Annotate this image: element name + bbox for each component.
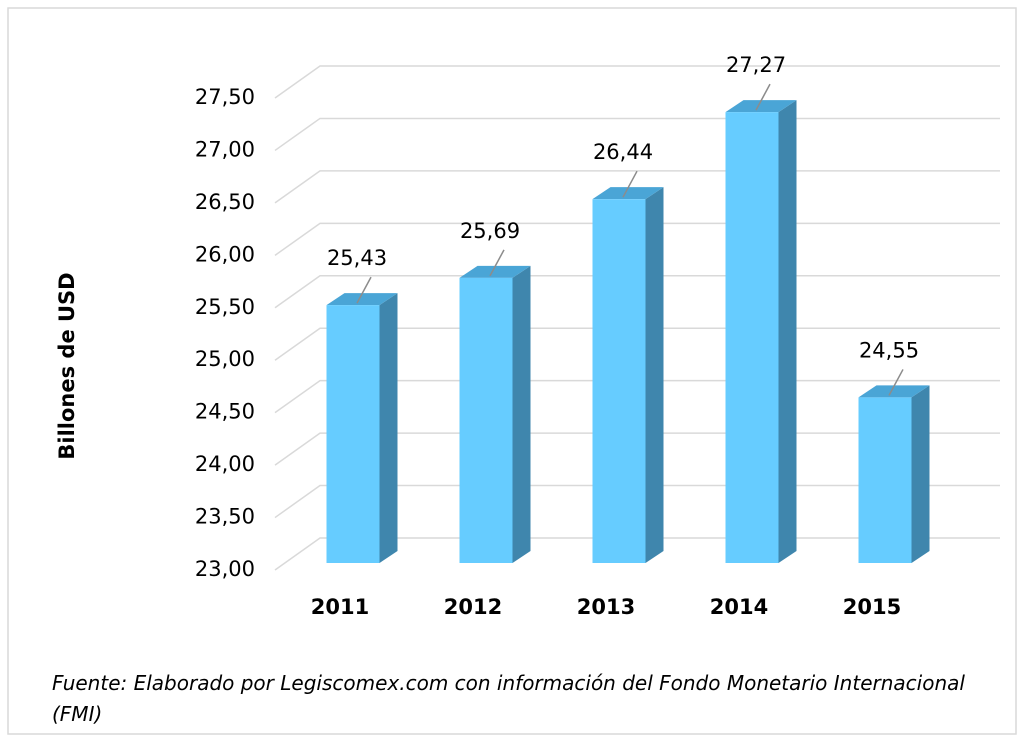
leader-line — [489, 249, 505, 277]
leader-line — [622, 170, 638, 198]
y-tick-label: 26,00 — [195, 242, 255, 266]
x-tick-label: 2015 — [843, 595, 901, 619]
bar-side — [379, 293, 398, 563]
value-label: 25,69 — [460, 219, 520, 243]
value-label: 24,55 — [859, 338, 919, 362]
y-tick-label: 25,00 — [195, 347, 255, 371]
leader-line — [755, 83, 771, 111]
bar — [725, 112, 779, 563]
bar — [858, 397, 912, 563]
bar-side — [911, 385, 930, 563]
x-tick-label: 2013 — [577, 595, 635, 619]
y-tick-label: 23,00 — [195, 557, 255, 581]
value-label: 26,44 — [593, 140, 653, 164]
bar-top — [592, 187, 664, 200]
leader-line — [356, 276, 372, 304]
bar-top — [326, 293, 398, 306]
x-tick-label: 2011 — [311, 595, 369, 619]
leader-line — [888, 369, 904, 396]
y-tick-label: 24,50 — [195, 400, 255, 424]
y-tick-label: 26,50 — [195, 190, 255, 214]
y-tick-label: 25,50 — [195, 295, 255, 319]
y-tick-label: 23,50 — [195, 505, 255, 529]
chart-border — [7, 7, 1017, 735]
y-tick-label: 24,00 — [195, 452, 255, 476]
y-tick-label: 27,50 — [195, 85, 255, 109]
grid-line — [274, 65, 1000, 99]
bar-side — [512, 265, 531, 563]
value-label: 27,27 — [726, 53, 786, 77]
bar-side — [778, 100, 797, 563]
bar — [326, 305, 380, 563]
value-label: 25,43 — [327, 246, 387, 270]
bar — [592, 199, 646, 563]
bar-top — [459, 265, 531, 278]
bar-top — [725, 100, 797, 113]
bar-side — [645, 187, 664, 563]
source-note: Fuente: Elaborado por Legiscomex.com con… — [52, 671, 965, 726]
bar-top — [858, 385, 930, 398]
bar — [459, 277, 513, 563]
y-axis-title: Billones de USD — [55, 272, 79, 459]
x-tick-label: 2012 — [444, 595, 502, 619]
y-tick-label: 27,00 — [195, 137, 255, 161]
x-tick-label: 2014 — [710, 595, 768, 619]
